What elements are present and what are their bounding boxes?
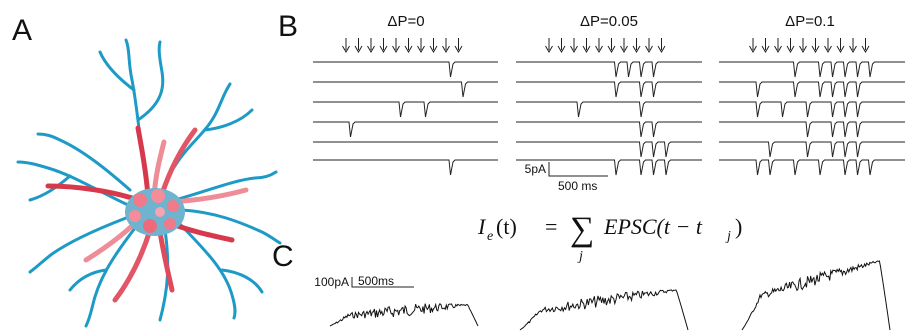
scalebar-c-time: 500ms: [358, 274, 394, 288]
stimulus-arrow-2-0: [749, 38, 757, 53]
panel-label-c: C: [272, 240, 294, 273]
summed-current-traces: [329, 260, 891, 331]
epsc-trace-1-0: [516, 61, 702, 78]
condition-label-1: ΔP=0.05: [580, 13, 638, 30]
panel-label-a: A: [12, 14, 32, 47]
condition-label-0: ΔP=0: [387, 13, 424, 30]
epsc-trace-1-5: [516, 159, 702, 176]
epsc-trace-0-5: [313, 159, 498, 176]
stimulus-arrow-2-3: [786, 38, 795, 53]
summed-current-trace-1: [519, 289, 689, 331]
equation-lhs-sub: e: [487, 229, 493, 244]
stimulus-arrow-1-5: [607, 38, 616, 53]
equation-term: EPSC(t − t: [603, 214, 703, 239]
stimulus-arrow-1-4: [595, 38, 603, 53]
stimulus-arrow-0-2: [367, 38, 375, 53]
stimulus-arrow-0-4: [392, 38, 400, 53]
equation-lhs-arg: (t): [496, 214, 517, 239]
scalebar-b: 5pA 500 ms: [525, 162, 608, 193]
equation-term-close: ): [735, 214, 742, 239]
equation: I e (t) = ∑ j EPSC(t − t j ): [477, 211, 742, 264]
stimulus-arrow-1-1: [557, 38, 566, 53]
stimulus-arrow-2-8: [849, 38, 857, 53]
condition-label-2: ΔP=0.1: [785, 13, 835, 30]
epsc-trace-2-4: [719, 141, 905, 158]
epsc-trace-0-1: [313, 81, 498, 98]
epsc-trace-1-4: [516, 141, 702, 158]
equation-sum: ∑: [570, 211, 594, 248]
stimulus-arrow-2-9: [861, 38, 870, 53]
scalebar-b-amplitude: 5pA: [525, 162, 546, 176]
stimulus-arrow-0-7: [429, 38, 438, 53]
stimulus-arrow-0-3: [379, 38, 388, 53]
stimulus-arrow-1-9: [657, 38, 666, 53]
stimulus-arrows: [342, 38, 870, 53]
scalebar-c-amplitude: 100pA: [314, 275, 349, 289]
epsc-trace-1-3: [516, 121, 702, 138]
stimulus-arrow-2-6: [824, 38, 832, 53]
epsc-trace-0-2: [313, 101, 498, 118]
stimulus-arrow-1-7: [632, 38, 641, 53]
equation-sum-index: j: [577, 249, 583, 264]
scalebar-c: 100pA 500ms: [314, 274, 414, 289]
stimulus-arrow-0-5: [404, 38, 413, 53]
stimulus-arrow-0-0: [342, 38, 350, 53]
stimulus-arrow-1-2: [570, 38, 578, 53]
stimulus-arrow-2-7: [836, 38, 845, 53]
stimulus-arrow-1-3: [582, 38, 591, 53]
stimulus-arrow-2-1: [761, 38, 770, 53]
equation-term-sub: j: [725, 229, 731, 244]
scalebar-b-time: 500 ms: [558, 179, 597, 193]
epsc-trace-0-3: [313, 121, 498, 138]
panel-label-b: B: [278, 10, 298, 43]
epsc-trace-2-2: [719, 101, 905, 118]
stimulus-arrow-0-1: [354, 38, 363, 53]
dendrites: [16, 38, 282, 328]
summed-current-trace-0: [329, 302, 479, 327]
summed-current-trace-2: [741, 260, 891, 331]
stimulus-arrow-2-4: [799, 38, 807, 53]
stimulus-arrow-2-2: [774, 38, 782, 53]
epsc-trace-2-5: [719, 159, 905, 176]
equation-lhs: I: [477, 214, 487, 239]
epsc-trace-1-1: [516, 81, 702, 98]
equation-equals: =: [545, 214, 557, 239]
stimulus-arrow-0-9: [454, 38, 463, 53]
neuron-illustration: [16, 38, 282, 328]
epsc-trace-2-3: [719, 121, 905, 138]
stimulus-arrow-0-8: [442, 38, 450, 53]
epsc-trace-2-0: [719, 61, 905, 78]
epsc-trace-1-2: [516, 101, 702, 118]
epsc-raster-traces: [313, 61, 905, 176]
stimulus-arrow-0-6: [417, 38, 425, 53]
stimulus-arrow-2-5: [811, 38, 820, 53]
stimulus-arrow-1-6: [620, 38, 628, 53]
stimulus-arrow-1-8: [645, 38, 653, 53]
boutons: [129, 189, 179, 233]
stimulus-arrow-1-0: [545, 38, 553, 53]
epsc-trace-2-1: [719, 81, 905, 98]
epsc-trace-0-0: [313, 61, 498, 78]
